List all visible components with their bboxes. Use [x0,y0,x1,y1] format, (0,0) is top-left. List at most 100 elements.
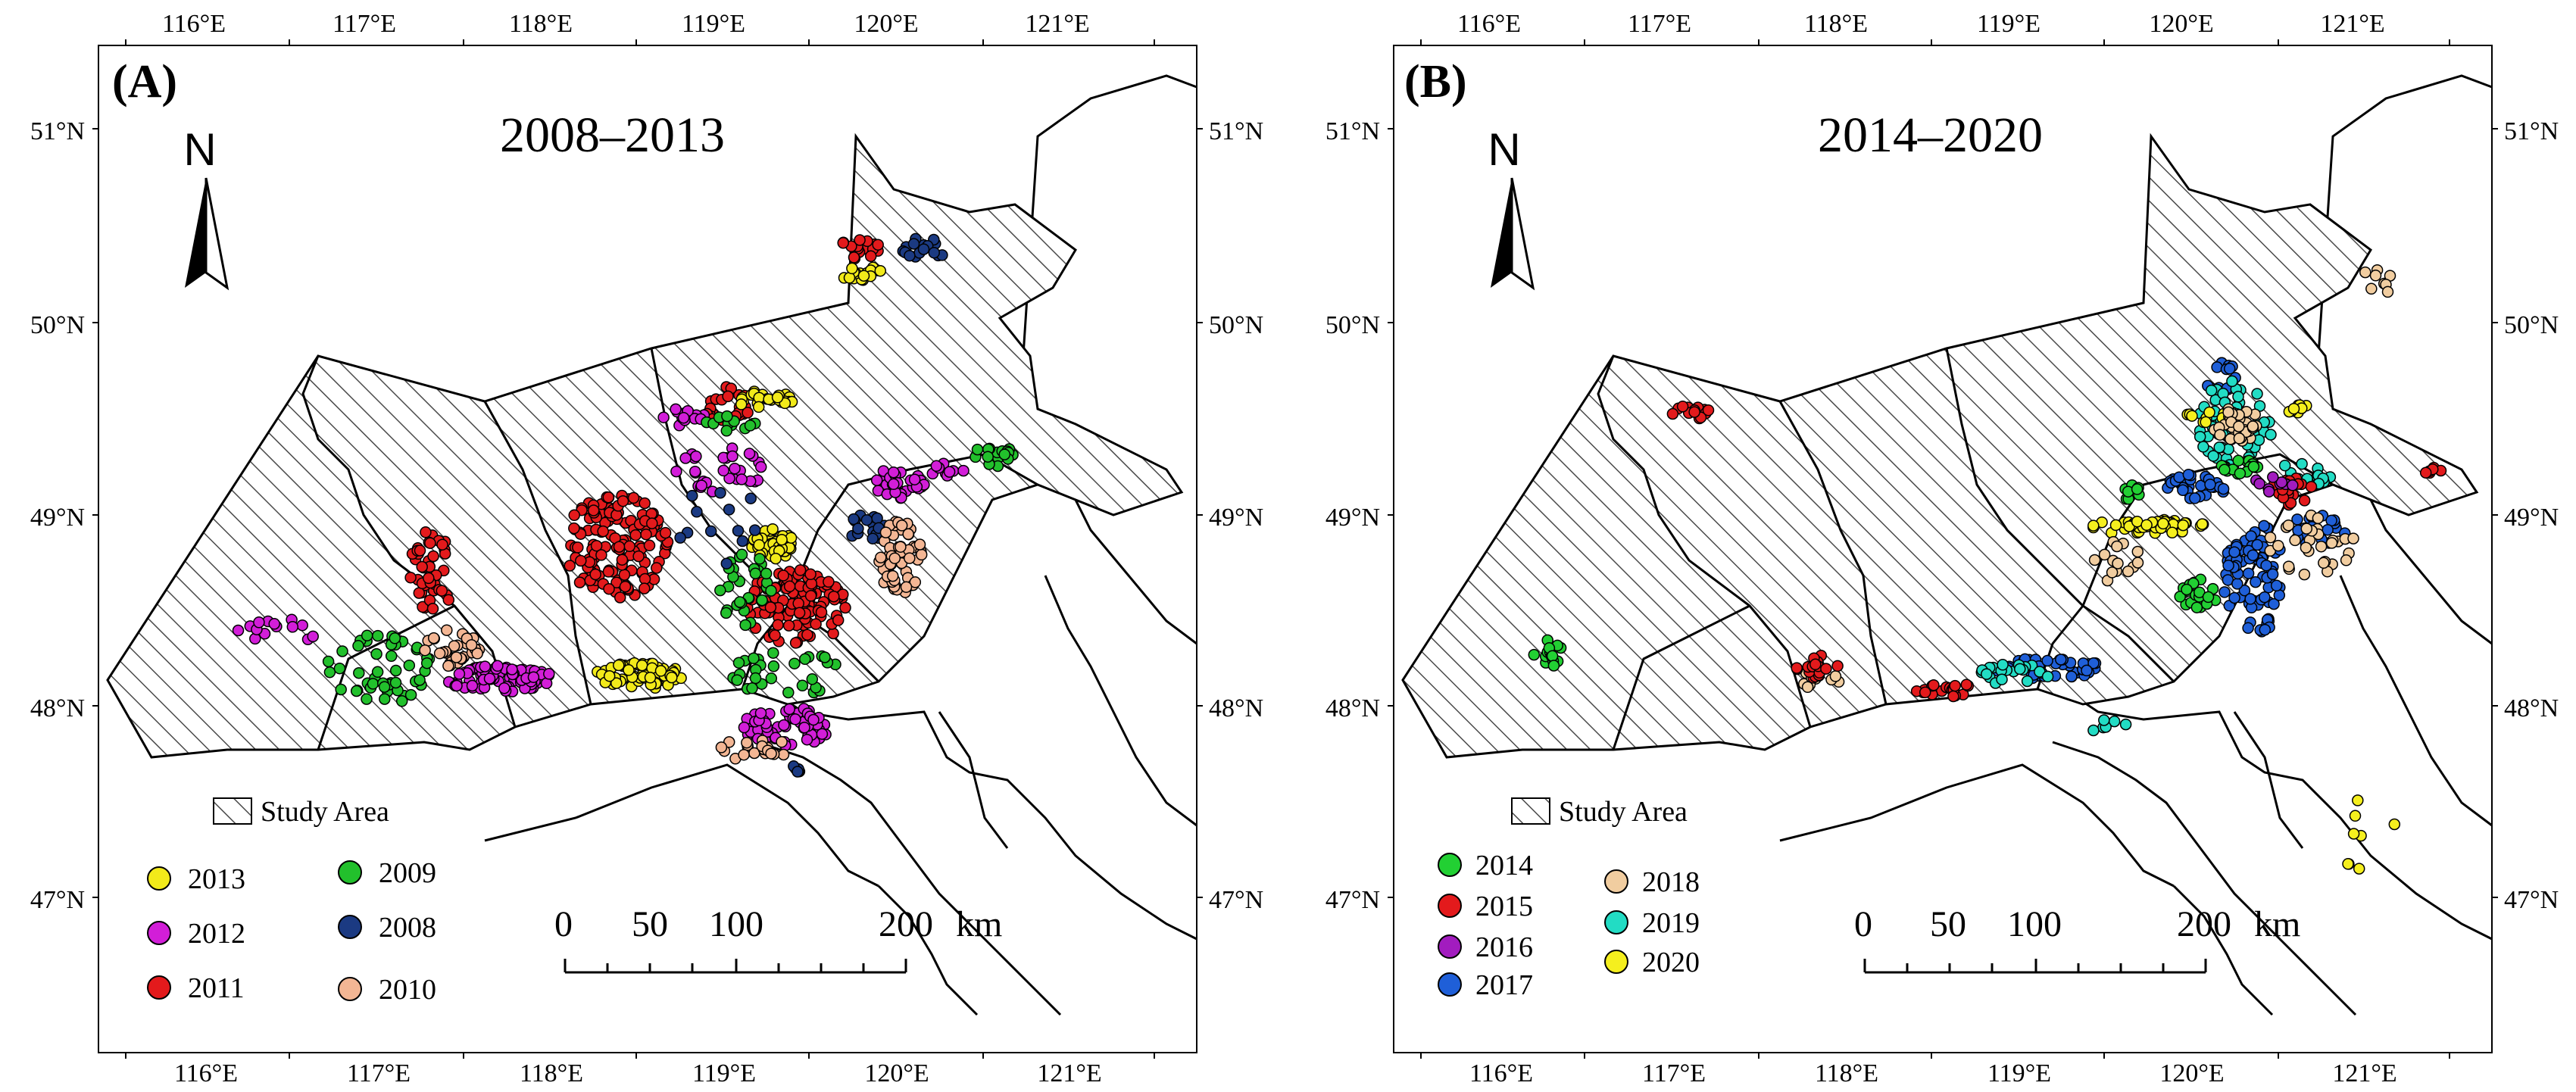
occurrence-point [2259,623,2272,636]
occurrence-point [769,629,781,641]
occurrence-point [2266,568,2279,581]
occurrence-point [2181,583,2193,596]
occurrence-point [832,614,845,626]
occurrence-point [2218,586,2231,598]
occurrence-point [353,666,365,679]
occurrence-point [2213,441,2225,454]
occurrence-point [471,647,483,660]
occurrence-point [427,550,439,563]
lon-tick-top: 116°E [162,10,226,38]
occurrence-point [1528,648,1541,661]
occurrence-point [2186,410,2198,422]
occurrence-point [2087,724,2100,737]
lon-tick-top: 121°E [2320,10,2384,38]
occurrence-point [2174,591,2186,603]
occurrence-point [657,411,670,423]
occurrence-point [788,657,801,669]
occurrence-point [783,703,795,716]
occurrence-point [2388,818,2401,831]
occurrence-point [2222,406,2234,419]
legend-swatch-2014 [1438,853,1462,877]
occurrence-point [2381,285,2394,298]
occurrence-point [717,464,729,477]
legend-label-2011: 2011 [188,972,245,1004]
occurrence-point [2087,519,2100,532]
occurrence-point [1996,673,2008,685]
occurrence-point [723,504,735,516]
occurrence-point [777,748,790,761]
occurrence-point [754,707,767,719]
occurrence-point [738,748,750,761]
occurrence-point [666,671,678,684]
occurrence-point [793,607,806,619]
occurrence-point [722,390,734,403]
occurrence-point [767,660,780,672]
occurrence-point [767,523,779,535]
occurrence-point [2131,557,2144,569]
legend-label-2010: 2010 [379,974,436,1006]
occurrence-point [1547,660,1560,672]
occurrence-point [745,492,757,504]
occurrence-point [771,392,784,404]
occurrence-point [720,557,733,569]
legend-label-2014: 2014 [1475,850,1533,881]
occurrence-point [2233,420,2245,432]
occurrence-point [1809,658,1822,671]
occurrence-point [998,448,1011,460]
occurrence-point [2315,540,2328,553]
occurrence-point [765,747,777,760]
lon-tick-bottom: 117°E [347,1059,411,1087]
occurrence-point [2298,568,2311,581]
occurrence-point [1831,660,1844,672]
scale-bar: 0 50 100 200 km [1854,904,2300,974]
lat-tick-left: 47°N [30,886,85,914]
occurrence-point [804,590,817,602]
occurrence-point [2258,519,2270,532]
occurrence-point [629,529,642,541]
occurrence-point [895,519,908,532]
occurrence-point [595,549,607,561]
occurrence-point [414,544,426,557]
occurrence-point [2265,429,2277,441]
occurrence-point [2247,420,2259,432]
occurrence-point [864,250,877,263]
occurrence-point [2287,479,2299,491]
occurrence-point [770,552,782,565]
occurrence-point [389,664,402,677]
occurrence-point [613,659,625,672]
occurrence-point [749,567,762,580]
study-area-swatch [213,797,252,825]
occurrence-point [792,766,804,778]
occurrence-point [2298,495,2311,507]
occurrence-point [782,686,795,699]
lat-tick-right: 49°N [1209,504,1263,532]
svg-text:50: 50 [1930,904,1966,944]
lat-tick-right: 48°N [1209,694,1263,722]
occurrence-point [442,660,454,672]
occurrence-point [1928,679,1940,691]
occurrence-point [2228,591,2240,604]
occurrence-point [1829,670,1842,682]
occurrence-point [2325,537,2338,549]
occurrence-point [2088,554,2101,566]
period-title: 2014–2020 [1818,108,2043,163]
occurrence-point [2014,663,2026,675]
occurrence-point [352,640,364,652]
occurrence-point [796,679,809,692]
lon-tick-bottom: 120°E [864,1059,929,1087]
lat-tick-right: 47°N [1209,886,1263,914]
occurrence-point [2260,559,2272,572]
legend-label-2020: 2020 [1642,947,1700,978]
occurrence-point [846,262,858,275]
occurrence-point [268,618,280,630]
occurrence-point [2140,519,2153,532]
occurrence-point [819,651,831,663]
study-area-swatch [1511,797,1550,825]
occurrence-point [908,473,921,485]
occurrence-point [735,398,748,410]
occurrence-point [2312,512,2325,525]
occurrence-point [2282,519,2295,532]
occurrence-point [416,560,428,573]
occurrence-point [852,523,864,535]
occurrence-point [307,630,319,643]
